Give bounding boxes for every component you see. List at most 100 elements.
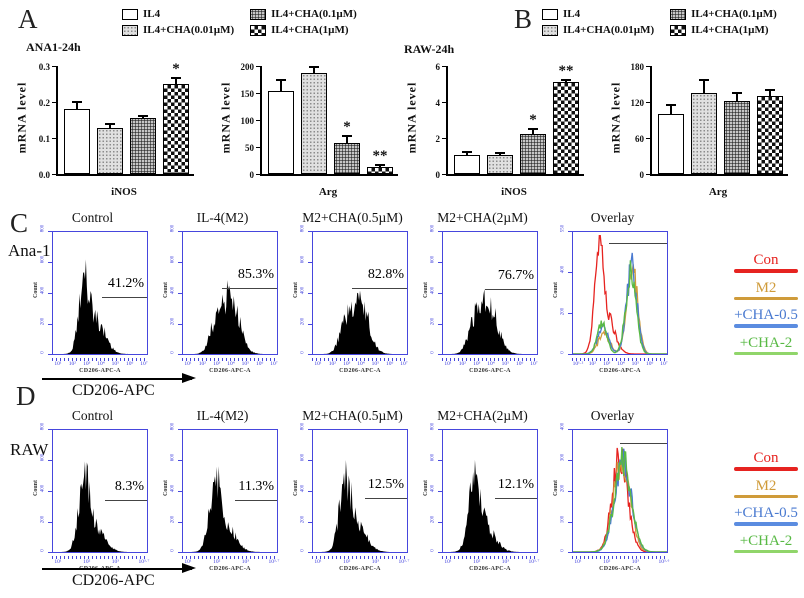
x-tick-label: 10³·⁷ <box>268 559 280 565</box>
y-tick <box>438 231 442 232</box>
y-tick <box>308 354 312 355</box>
x-axis-ticks: 10¹ 10² 10³ 10⁴ 10⁵ 10⁶ 10⁷ <box>442 358 538 368</box>
x-axis-label: iNOS <box>111 186 137 198</box>
overlay-legend-label: +CHA-0.5 <box>734 307 798 323</box>
y-tick <box>438 552 442 553</box>
error-bar <box>769 91 771 96</box>
y-tick <box>178 292 182 294</box>
x-axis-ticks: 10¹ 10² 10³ 10⁴ 10⁵ 10⁶ 10⁷ <box>312 358 408 368</box>
flow-overlay-c: Overlay Count 0 200 400 550 10¹·² 10² 10³ 10⁴ 1… <box>553 210 669 374</box>
error-bar <box>736 93 738 102</box>
x-axis-label: Arg <box>318 186 338 198</box>
overlay-legend-d: Con M2 +CHA-0.5 +CHA-2 <box>734 450 798 560</box>
y-tick <box>48 354 52 355</box>
y-tick <box>308 231 312 232</box>
x-arrow-block-c: CD206-APC <box>42 373 196 400</box>
overlay-legend-c: Con M2 +CHA-0.5 +CHA-2 <box>734 252 798 362</box>
error-bar <box>499 153 501 155</box>
error-bar <box>565 81 567 83</box>
row-label-raw: RAW <box>10 440 49 459</box>
x-tick-label: 10⁷ <box>400 361 408 367</box>
row-label-ana1: Ana-1 <box>8 241 51 260</box>
overlay-legend-line <box>734 269 798 273</box>
x-tick-label: 10⁷ <box>660 361 668 367</box>
overlay-legend-item: Con <box>734 252 798 273</box>
overlay-legend-label: M2 <box>755 477 777 494</box>
legend-item: IL4+CHA(0.01µM) <box>122 24 234 36</box>
x-axis-label: CD206-APC-A <box>469 566 511 572</box>
legend-swatch <box>670 24 687 36</box>
y-tick-label: 400 <box>430 484 436 493</box>
y-tick-label: 600 <box>170 453 176 462</box>
y-tick-label: 400 <box>560 422 566 431</box>
y-tick-label: 120 <box>630 98 645 108</box>
x-axis-ticks: 10¹ 10² 10³ 10³·⁶ <box>572 556 669 566</box>
error-bar <box>379 165 381 167</box>
flow-plot-title: M2+CHA(2µM) <box>437 210 528 225</box>
x-axis-ticks: 10¹ 10² 10³ 10³·⁷ <box>52 556 149 566</box>
overlay-curves <box>573 430 667 552</box>
x-axis-ticks: 10¹ 10² 10³ 10³·⁷ <box>312 556 409 566</box>
x-tick-label: 10² <box>213 559 221 565</box>
error-bar <box>313 68 315 74</box>
error-bar-cap <box>495 151 505 154</box>
y-tick <box>178 323 182 325</box>
y-tick-label: 200 <box>300 515 306 524</box>
legend-label: IL4 <box>563 8 581 20</box>
y-tick-label: 0 <box>170 549 176 552</box>
y-tick <box>568 459 572 461</box>
gate-line <box>620 443 667 445</box>
legend-label: IL4 <box>143 8 161 20</box>
y-tick <box>48 552 52 553</box>
flow-plot-title: Overlay <box>590 408 635 423</box>
gate-percentage: 11.3% <box>238 478 274 494</box>
y-tick-label: 800 <box>300 224 306 233</box>
x-tick-label: 10⁵ <box>111 361 120 367</box>
bar <box>691 93 717 174</box>
count-axis-label: Count <box>33 281 40 299</box>
count-axis-label: Count <box>553 479 560 497</box>
overlay-legend-item: +CHA-0.5 <box>734 307 798 328</box>
y-tick <box>646 137 651 139</box>
y-tick-label: 0 <box>300 351 306 354</box>
y-tick-label: 0 <box>40 351 46 354</box>
y-axis-label: mRNA level <box>608 81 623 154</box>
legend-swatch <box>122 24 138 36</box>
y-tick <box>568 271 572 273</box>
x-tick-label: 10² <box>473 559 481 565</box>
significance-star: * <box>172 60 180 77</box>
y-tick <box>48 459 52 461</box>
error-bar <box>532 129 534 135</box>
y-tick-label: 200 <box>40 515 46 524</box>
x-tick-label: 10² <box>83 559 91 565</box>
y-tick-label: 0 <box>300 549 306 552</box>
flow-frame: 76.7% <box>442 231 538 355</box>
x-tick-label: 10⁶ <box>125 361 134 367</box>
plot-area: 0.0 0.1 0.2 0.3 * <box>39 61 194 180</box>
x-tick-label: 10⁵ <box>501 361 510 367</box>
gate-percentage: 12.5% <box>367 477 404 493</box>
y-tick-label: 800 <box>430 224 436 233</box>
x-tick-label: 10⁴ <box>487 361 495 367</box>
x-axis-ticks: 10¹ 10² 10³ 10³·⁷ <box>182 556 280 566</box>
bar <box>163 84 189 174</box>
y-tick <box>308 490 312 492</box>
y-tick <box>48 261 52 263</box>
y-tick-label: 600 <box>300 453 306 462</box>
y-tick <box>442 65 447 67</box>
x-tick-label: 10³ <box>473 361 481 367</box>
significance-star: ** <box>558 63 574 80</box>
error-bar <box>175 78 177 84</box>
significance-star: * <box>529 111 537 128</box>
y-tick-label: 300 <box>560 453 566 462</box>
error-bar <box>346 136 348 144</box>
flow-frame: 12.5% <box>312 429 408 553</box>
legend-item: IL4+CHA(0.1µM) <box>250 8 357 20</box>
y-tick-label: 0 <box>249 170 255 180</box>
y-tick-label: 50 <box>245 143 254 153</box>
y-tick-label: 400 <box>300 286 306 295</box>
panel-b-title: RAW-24h <box>404 42 455 56</box>
y-tick-label: 400 <box>170 286 176 295</box>
significance-star: * <box>343 118 351 135</box>
y-tick <box>52 65 57 67</box>
